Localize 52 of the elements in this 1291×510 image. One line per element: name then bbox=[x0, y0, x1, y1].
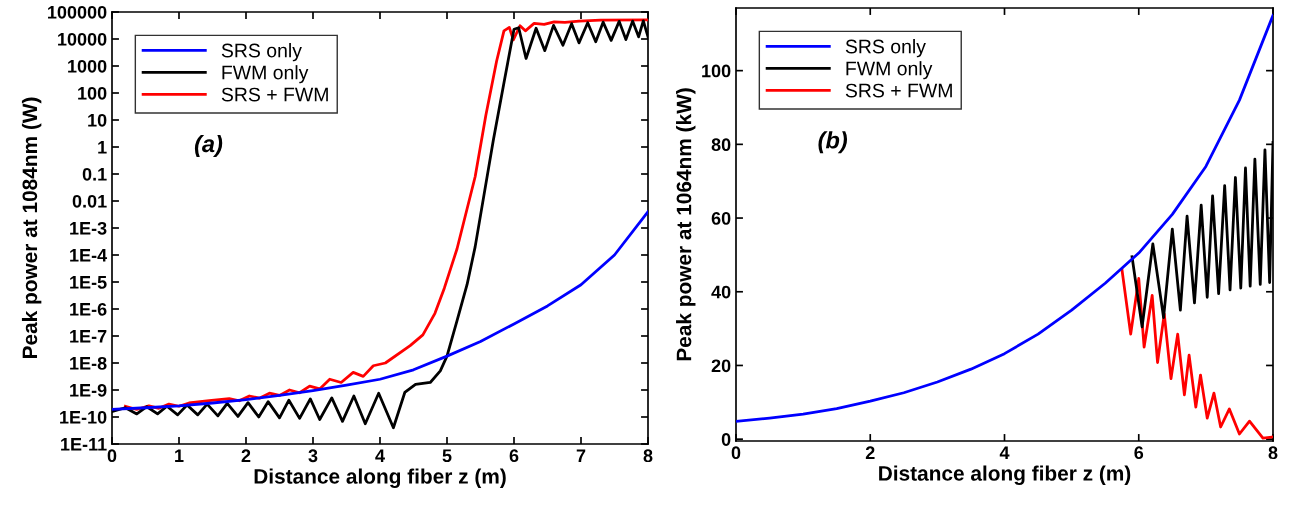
legend-label: FWM only bbox=[846, 61, 933, 80]
y-tick-label: 1E-3 bbox=[70, 221, 107, 235]
x-tick-label: 0 bbox=[731, 446, 741, 460]
y-tick-label: 0.01 bbox=[72, 194, 107, 208]
line-series bbox=[1120, 268, 1273, 440]
x-tick-label: 0 bbox=[107, 449, 117, 463]
x-tick-label: 4 bbox=[999, 446, 1010, 459]
y-tick-label: 60 bbox=[711, 211, 731, 225]
y-tick-label: 10 bbox=[88, 113, 107, 127]
legend-label: SRS + FWM bbox=[845, 83, 952, 98]
y-axis-title: Peak power at 1064nm (kW) bbox=[676, 88, 696, 361]
y-tick-label: 20 bbox=[711, 359, 731, 373]
annotation: (b) bbox=[818, 131, 848, 154]
y-tick-label: 10000 bbox=[58, 32, 107, 46]
y-axis-title: Peak power at 1084nm (W) bbox=[21, 97, 42, 359]
y-tick-label: 1E-8 bbox=[70, 356, 107, 370]
y-tick-label: 100 bbox=[78, 86, 107, 100]
legend-label: SRS only bbox=[221, 43, 302, 62]
x-tick-label: 4 bbox=[375, 449, 385, 462]
line-series bbox=[736, 13, 1273, 423]
legend-label: SRS + FWM bbox=[221, 87, 328, 102]
y-tick-label: 80 bbox=[711, 138, 731, 152]
y-tick-label: 1 bbox=[98, 141, 107, 154]
x-tick-label: 8 bbox=[1268, 446, 1278, 460]
x-tick-label: 1 bbox=[175, 449, 184, 462]
y-tick-label: 1000 bbox=[68, 59, 107, 73]
y-tick-label: 1E-4 bbox=[70, 249, 108, 262]
x-tick-label: 6 bbox=[1134, 446, 1144, 460]
legend-label: FWM only bbox=[222, 65, 309, 84]
legend-label: SRS only bbox=[845, 39, 926, 58]
y-tick-label: 1E-5 bbox=[70, 276, 107, 289]
y-tick-label: 0 bbox=[721, 433, 731, 446]
y-tick-label: 1E-9 bbox=[70, 383, 107, 397]
annotation: (a) bbox=[194, 134, 223, 157]
x-tick-label: 2 bbox=[241, 449, 251, 462]
y-tick-label: 1E-10 bbox=[60, 410, 107, 424]
y-tick-label: 40 bbox=[711, 285, 731, 299]
y-tick-label: 1E-6 bbox=[70, 302, 107, 316]
y-tick-label: 100 bbox=[702, 64, 731, 78]
y-tick-label: 1E-11 bbox=[61, 438, 107, 451]
x-tick-label: 5 bbox=[442, 449, 452, 463]
x-tick-label: 2 bbox=[865, 446, 875, 459]
x-tick-label: 3 bbox=[308, 449, 318, 463]
y-tick-label: 0.1 bbox=[82, 167, 107, 181]
y-tick-label: 1E-7 bbox=[70, 330, 107, 343]
line-series bbox=[112, 210, 648, 411]
x-tick-label: 7 bbox=[576, 449, 586, 462]
x-axis-title: Distance along fiber z (m) bbox=[879, 465, 1131, 485]
x-tick-label: 8 bbox=[643, 449, 653, 463]
x-tick-label: 6 bbox=[509, 449, 519, 463]
x-axis-title: Distance along fiber z (m) bbox=[254, 468, 506, 488]
y-tick-label: 100000 bbox=[48, 5, 107, 19]
